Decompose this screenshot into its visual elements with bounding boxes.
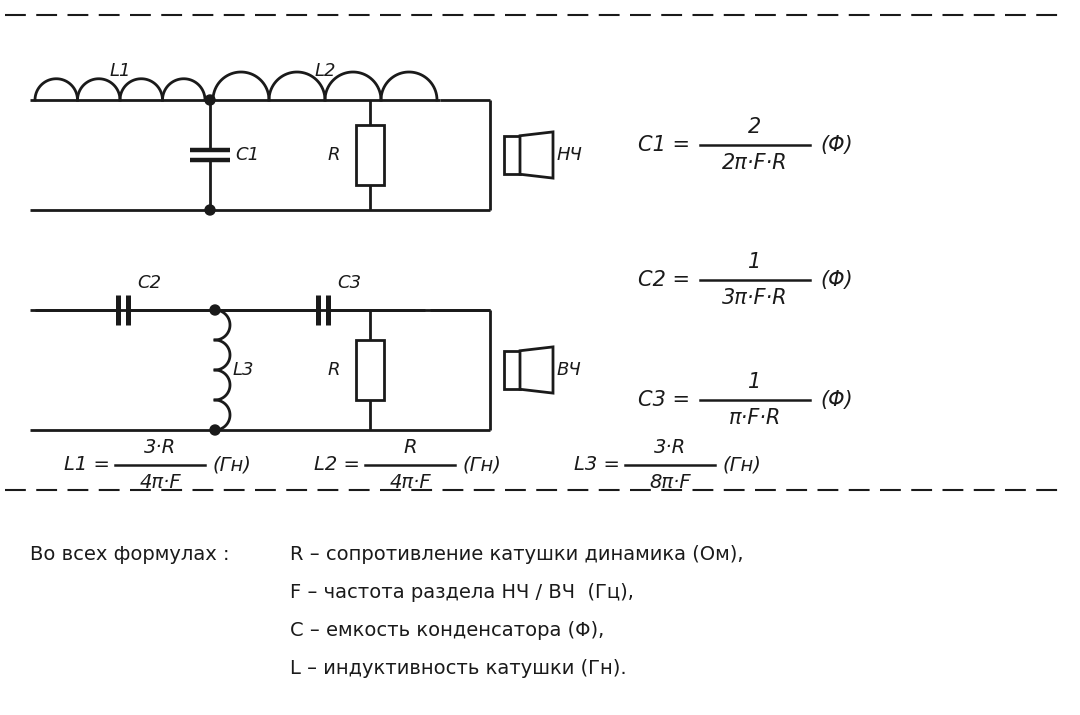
Text: L3 =: L3 = <box>575 455 620 475</box>
Bar <box>356 125 384 185</box>
Text: L1: L1 <box>109 62 131 80</box>
Text: (Гн): (Гн) <box>213 455 252 475</box>
Text: (Гн): (Гн) <box>463 455 502 475</box>
Text: C3 =: C3 = <box>638 390 690 410</box>
Text: π·F·R: π·F·R <box>729 408 781 428</box>
Text: 2: 2 <box>748 117 761 137</box>
Polygon shape <box>519 132 553 178</box>
Text: (Φ): (Φ) <box>820 390 852 410</box>
Text: 8π·F: 8π·F <box>649 473 691 492</box>
Polygon shape <box>519 347 553 393</box>
Text: C – емкость конденсатора (Φ),: C – емкость конденсатора (Φ), <box>291 621 604 640</box>
Bar <box>503 351 519 389</box>
Circle shape <box>205 205 215 215</box>
Text: C2: C2 <box>137 274 162 292</box>
Text: R: R <box>403 438 417 457</box>
Circle shape <box>210 425 220 435</box>
Text: (Φ): (Φ) <box>820 135 852 155</box>
Text: 3·R: 3·R <box>144 438 176 457</box>
Bar <box>503 136 519 174</box>
Text: Во всех формулах :: Во всех формулах : <box>30 545 229 564</box>
Text: 2π·F·R: 2π·F·R <box>723 153 787 173</box>
Text: 1: 1 <box>748 252 761 272</box>
Text: 4π·F: 4π·F <box>139 473 180 492</box>
Text: R: R <box>327 146 340 164</box>
Text: L2 =: L2 = <box>314 455 360 475</box>
Text: L – индуктивность катушки (Гн).: L – индуктивность катушки (Гн). <box>291 659 626 678</box>
Circle shape <box>205 95 215 105</box>
Text: C3: C3 <box>337 274 362 292</box>
Text: 3π·F·R: 3π·F·R <box>723 288 787 308</box>
Text: C2 =: C2 = <box>638 270 690 290</box>
Text: R: R <box>327 361 340 379</box>
Text: НЧ: НЧ <box>557 146 583 164</box>
Text: 1: 1 <box>748 372 761 392</box>
Circle shape <box>210 305 220 315</box>
Text: L1 =: L1 = <box>64 455 110 475</box>
Text: C1: C1 <box>235 146 259 164</box>
Text: L2: L2 <box>314 62 336 80</box>
Text: (Φ): (Φ) <box>820 270 852 290</box>
Text: C1 =: C1 = <box>638 135 690 155</box>
Text: R – сопротивление катушки динамика (Ом),: R – сопротивление катушки динамика (Ом), <box>291 545 743 564</box>
Text: 3·R: 3·R <box>653 438 686 457</box>
Text: F – частота раздела НЧ / ВЧ  (Гц),: F – частота раздела НЧ / ВЧ (Гц), <box>291 583 634 602</box>
Text: L3: L3 <box>233 361 255 379</box>
Text: (Гн): (Гн) <box>723 455 761 475</box>
Text: 4π·F: 4π·F <box>389 473 431 492</box>
Bar <box>356 340 384 400</box>
Text: ВЧ: ВЧ <box>557 361 582 379</box>
